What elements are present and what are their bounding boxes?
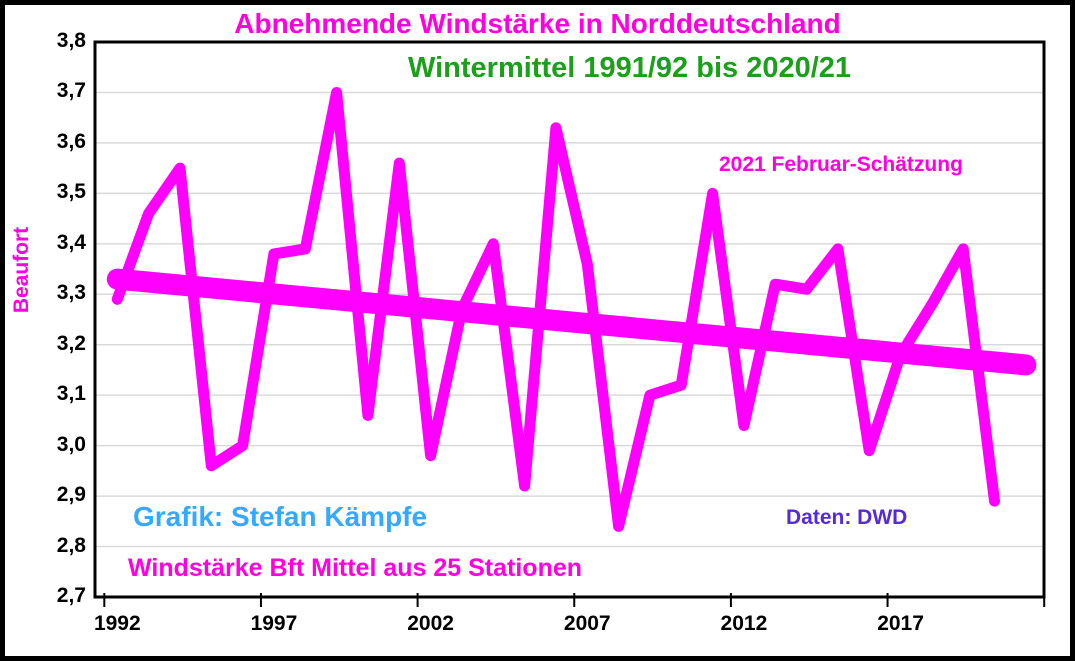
x-tick-label: 1997 xyxy=(250,612,298,635)
data-source-text: Daten: DWD xyxy=(786,506,908,529)
y-tick-label: 2,9 xyxy=(56,483,86,507)
y-tick-label: 3,8 xyxy=(56,29,86,52)
chart-title: Abnehmende Windstärke in Norddeutschland xyxy=(234,8,841,39)
y-tick-label: 3,6 xyxy=(56,129,86,153)
y-tick-label: 3,5 xyxy=(56,180,86,204)
y-tick-label: 3,1 xyxy=(56,382,86,406)
credit-text: Grafik: Stefan Kämpfe xyxy=(133,501,428,532)
estimate-annotation: 2021 Februar-Schätzung xyxy=(719,153,963,176)
x-tick-label: 2002 xyxy=(407,612,454,635)
plot-frame xyxy=(93,40,1046,599)
y-tick-label: 3,2 xyxy=(56,331,86,355)
x-tick-label: 2007 xyxy=(563,612,611,635)
chart-subtitle: Wintermittel 1991/92 bis 2020/21 xyxy=(408,52,852,84)
y-tick-label: 3,7 xyxy=(56,79,86,103)
y-tick-label: 3,0 xyxy=(56,432,86,456)
x-tick-label: 2012 xyxy=(720,612,768,635)
data-line xyxy=(111,87,1000,532)
footnote-text: Windstärke Bft Mittel aus 25 Stationen xyxy=(128,554,583,582)
x-tick-label: 1992 xyxy=(93,612,141,635)
y-tick-label: 3,3 xyxy=(56,281,86,305)
y-tick-label: 3,4 xyxy=(56,230,86,254)
y-tick-label: 2,7 xyxy=(56,584,86,607)
x-tick-label: 2017 xyxy=(877,612,924,635)
y-tick-label: 2,8 xyxy=(56,533,86,557)
